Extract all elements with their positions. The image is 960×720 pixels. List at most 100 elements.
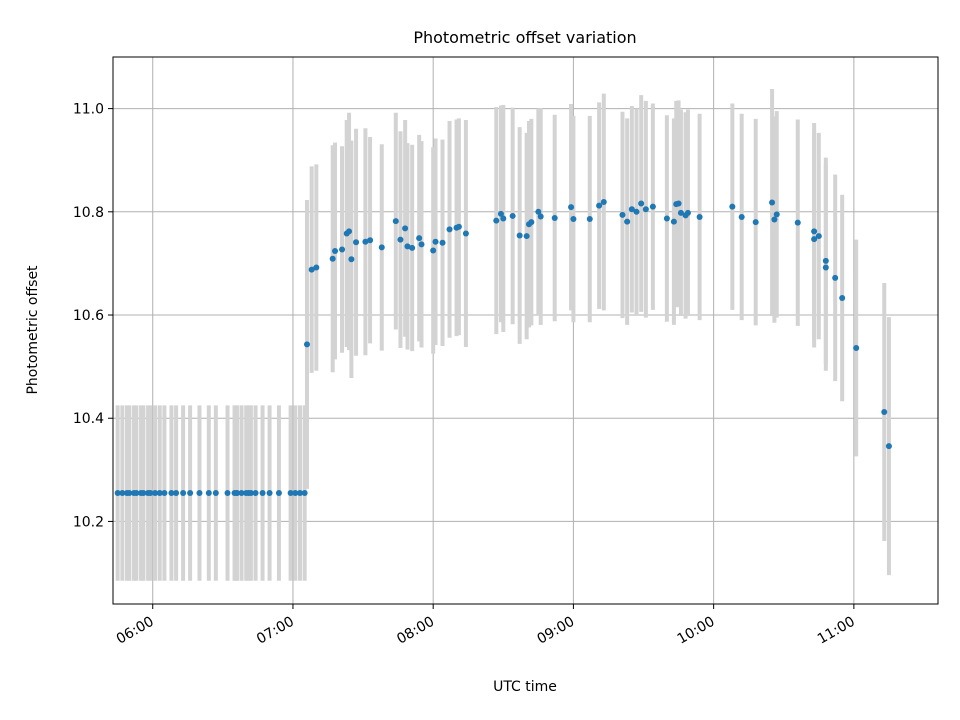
data-point	[339, 246, 346, 253]
data-point	[446, 226, 453, 233]
y-axis-label: Photometric offset	[25, 265, 41, 395]
data-point	[402, 225, 409, 232]
x-tick-label: 07:00	[254, 614, 297, 648]
data-point	[287, 490, 294, 497]
data-point	[663, 215, 670, 222]
data-point	[509, 212, 516, 219]
data-point	[156, 490, 163, 497]
data-point	[367, 237, 374, 244]
x-axis: 06:00 07:00 08:00 09:00 10:00 11:00	[114, 604, 858, 648]
data-point	[430, 247, 437, 254]
data-point	[329, 255, 336, 262]
data-point	[628, 206, 635, 213]
data-point	[147, 490, 154, 497]
y-axis: 10.2 10.4 10.6 10.8 11.0	[73, 102, 113, 530]
data-point	[619, 211, 626, 218]
data-point	[161, 490, 168, 497]
data-point	[633, 208, 640, 215]
data-point	[439, 239, 446, 246]
x-axis-label: UTC time	[493, 679, 557, 695]
data-point	[500, 215, 507, 222]
data-point	[670, 218, 677, 225]
data-point	[535, 208, 542, 215]
y-tick-label: 11.0	[73, 102, 104, 118]
data-point	[168, 490, 175, 497]
data-point	[839, 294, 846, 301]
data-point	[811, 228, 818, 235]
data-point	[243, 490, 250, 497]
data-point	[832, 274, 839, 281]
data-point	[292, 490, 299, 497]
data-point	[362, 238, 369, 245]
data-point	[462, 230, 469, 237]
data-point	[551, 215, 558, 222]
data-point	[397, 236, 404, 243]
data-point	[353, 239, 360, 246]
data-point	[238, 490, 245, 497]
data-point	[332, 248, 339, 255]
data-point	[259, 490, 266, 497]
data-point	[409, 244, 416, 251]
data-point	[773, 211, 780, 218]
x-tick-label: 10:00	[675, 614, 718, 648]
data-point	[493, 217, 500, 224]
data-point	[638, 200, 645, 207]
plot-frame	[112, 56, 939, 605]
data-point	[140, 490, 147, 497]
data-point	[771, 216, 778, 223]
x-tick-label: 08:00	[394, 614, 437, 648]
data-point	[885, 443, 892, 450]
error-bars	[115, 88, 891, 581]
data-point	[769, 199, 776, 206]
data-point	[252, 490, 259, 497]
data-point	[649, 203, 656, 210]
data-point	[418, 241, 425, 248]
data-point	[301, 490, 308, 497]
data-point	[114, 490, 121, 497]
x-tick-label: 11:00	[815, 614, 858, 648]
data-point	[205, 490, 212, 497]
data-point	[568, 204, 575, 211]
data-point	[296, 490, 303, 497]
data-point	[537, 213, 544, 220]
data-point	[173, 490, 180, 497]
data-point	[303, 341, 310, 348]
data-point	[881, 409, 888, 416]
data-point	[586, 216, 593, 223]
data-point	[233, 490, 240, 497]
data-point	[392, 218, 399, 225]
y-tick-label: 10.6	[73, 308, 104, 324]
data-point	[600, 199, 607, 206]
data-point	[497, 210, 504, 217]
data-point	[729, 203, 736, 210]
y-tick-label: 10.8	[73, 205, 104, 221]
data-point	[624, 218, 631, 225]
x-tick-label: 09:00	[534, 614, 577, 648]
chart-title: Photometric offset variation	[413, 28, 636, 47]
data-point	[677, 209, 684, 216]
data-point	[752, 219, 759, 226]
data-point	[266, 490, 273, 497]
data-point	[455, 223, 462, 230]
data-point	[416, 235, 423, 242]
x-tick-label: 06:00	[114, 614, 157, 648]
data-point	[180, 490, 187, 497]
data-point	[528, 219, 535, 226]
data-point	[275, 490, 282, 497]
data-point	[378, 244, 385, 251]
data-point	[308, 266, 315, 273]
data-point	[224, 490, 231, 497]
data-point	[642, 206, 649, 213]
data-point	[212, 490, 219, 497]
data-point	[313, 264, 320, 271]
data-point	[523, 233, 530, 240]
data-point	[516, 232, 523, 239]
data-point	[815, 233, 822, 240]
data-point	[133, 490, 140, 497]
data-point	[853, 345, 860, 352]
data-point	[822, 257, 829, 264]
data-point	[152, 490, 159, 497]
data-point	[247, 490, 254, 497]
data-point	[348, 256, 355, 263]
